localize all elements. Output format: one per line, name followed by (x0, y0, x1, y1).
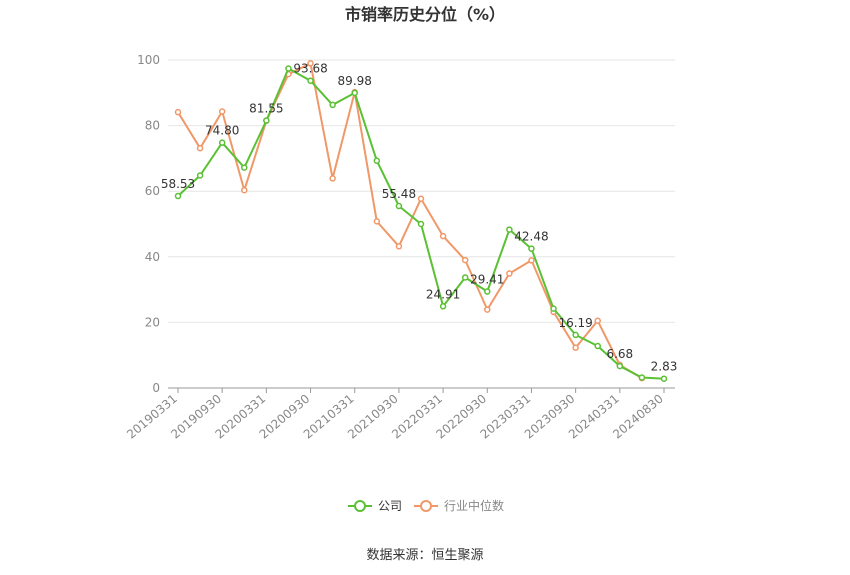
point-company (439, 303, 447, 310)
point-industry-median (241, 186, 248, 194)
data-label: 81.55 (249, 102, 283, 116)
point-company (660, 375, 668, 382)
point-company (307, 77, 314, 84)
point-industry-median (594, 317, 601, 325)
point-industry-median (417, 195, 425, 202)
point-company (550, 305, 557, 312)
point-company (241, 164, 248, 171)
point-company (616, 362, 624, 370)
point-industry-median (329, 175, 336, 182)
legend-marker-company (354, 500, 366, 512)
point-company (594, 342, 601, 350)
point-industry-median (461, 256, 469, 264)
data-label: 24.91 (426, 287, 460, 301)
y-axis: 0 20 40 60 80 100 (137, 53, 160, 395)
point-industry-median (572, 344, 579, 351)
y-tick-label: 60 (145, 184, 160, 198)
y-tick-label: 40 (145, 250, 160, 264)
point-company (572, 331, 579, 339)
point-company (285, 65, 292, 72)
point-company (174, 192, 182, 200)
legend: 公司 行业中位数 (348, 498, 504, 513)
data-label: 42.48 (514, 230, 548, 244)
point-company (484, 288, 491, 295)
data-label: 29.41 (470, 273, 504, 287)
point-industry-median (395, 243, 403, 250)
point-industry-median (174, 108, 182, 116)
data-labels: 58.53 74.80 81.55 93.68 89.98 55.48 24.91 29.41… (161, 62, 678, 374)
data-label: 2.83 (651, 360, 678, 374)
legend-marker-industry-median (420, 500, 432, 512)
source-note: 数据来源：恒生聚源 (366, 548, 483, 563)
point-industry-median (373, 218, 381, 225)
point-company (329, 101, 336, 109)
x-axis: 2019033120190930202003312020093020210331… (124, 387, 675, 442)
legend-label-company: 公司 (378, 499, 402, 513)
legend-label-industry-median: 行业中位数 (444, 498, 504, 513)
point-company (395, 202, 403, 210)
point-company (506, 226, 513, 233)
point-industry-median (506, 270, 513, 277)
data-label: 74.80 (205, 124, 239, 138)
point-company (351, 89, 358, 97)
series-group (174, 60, 668, 382)
data-label: 6.68 (606, 347, 633, 361)
point-company (263, 117, 270, 124)
grid-lines (168, 59, 675, 323)
y-tick-label: 0 (152, 381, 160, 395)
data-label: 55.48 (382, 187, 416, 201)
point-company (196, 172, 204, 179)
point-industry-median (528, 257, 535, 264)
point-company (218, 139, 226, 146)
point-industry-median (439, 232, 447, 240)
point-industry-median (196, 144, 204, 152)
point-company (528, 245, 535, 252)
point-industry-median (484, 306, 491, 313)
chart-title: 市销率历史分位（%） (345, 5, 505, 24)
data-label: 16.19 (558, 316, 592, 330)
y-tick-label: 100 (137, 53, 160, 67)
point-company (638, 374, 646, 381)
point-company (461, 274, 469, 281)
y-tick-label: 80 (145, 119, 160, 133)
data-label: 93.68 (293, 62, 327, 76)
point-company (417, 220, 425, 228)
point-company (373, 157, 381, 164)
data-label: 58.53 (161, 177, 195, 191)
data-label: 89.98 (338, 74, 372, 88)
point-industry-median (307, 60, 314, 67)
y-tick-label: 20 (145, 315, 160, 329)
series-line-industry-median (177, 62, 643, 380)
point-industry-median (218, 108, 226, 115)
